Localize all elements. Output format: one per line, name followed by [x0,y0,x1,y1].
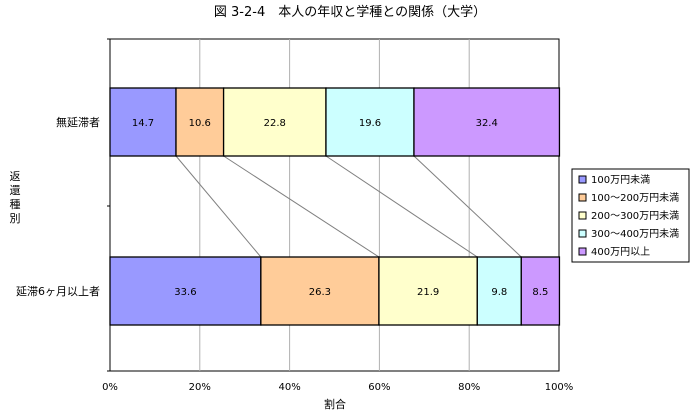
data-label: 32.4 [476,118,498,129]
data-label: 26.3 [309,287,331,298]
bar-segment [222,87,327,157]
data-label: 10.6 [189,118,211,129]
data-label: 33.6 [174,287,196,298]
bar-segment [413,87,561,157]
legend-swatch [578,175,587,184]
y-axis-label-char: 返 [10,170,21,183]
data-label: 14.7 [132,118,154,129]
chart-title: 図 3-2-4 本人の年収と学種との関係（大学） [214,4,486,20]
bar-segment [109,256,262,326]
category-label: 無延滞者 [56,115,100,129]
x-axis-label: 割合 [324,397,346,411]
data-label: 9.8 [491,287,507,298]
bar-segment [520,256,561,326]
legend-swatch [578,193,587,202]
bars: 14.7 10.6 22.8 19.6 32.4 33.6 26.3 21.9 9.8 8.5 [109,87,561,326]
x-axis-ticks: 0% 20% 40% 60% 80% 100% [102,382,573,393]
bar-segment [325,87,415,157]
data-label: 8.5 [532,287,548,298]
legend-label: 100～200万円未満 [591,192,679,204]
legend-swatch [578,211,587,220]
series-line [223,155,380,258]
category-label: 延滞6ヶ月以上者 [16,285,100,298]
data-label: 21.9 [417,287,439,298]
x-tick-label: 100% [545,382,574,393]
legend-label: 300～400万円未満 [591,228,679,240]
bar-segment [175,87,225,157]
legend-label: 200～300万円未満 [591,210,679,222]
legend-box [571,168,690,263]
legend: 100万円未満 100～200万円未満 200～300万円未満 300～400万円未満… [571,168,690,263]
x-tick-label: 60% [368,382,390,393]
x-tick-label: 80% [458,382,480,393]
data-label: 19.6 [359,118,381,129]
y-axis-label-char: 還 [10,184,21,197]
series-line [325,155,478,258]
legend-swatch [578,247,587,256]
x-tick-label: 0% [102,382,118,393]
bar-segment [109,87,177,157]
legend-label: 100万円未満 [591,174,650,186]
series-lines [175,155,522,258]
x-tick-label: 20% [189,382,211,393]
bar-segment [378,256,478,326]
y-axis-label-char: 種 [10,197,21,211]
series-line [175,155,262,258]
legend-swatch [578,229,587,238]
legend-label: 400万円以上 [591,246,650,258]
x-tick-label: 40% [278,382,300,393]
y-axis-label-char: 別 [10,212,21,225]
series-line [413,155,522,258]
data-label: 22.8 [264,118,286,129]
